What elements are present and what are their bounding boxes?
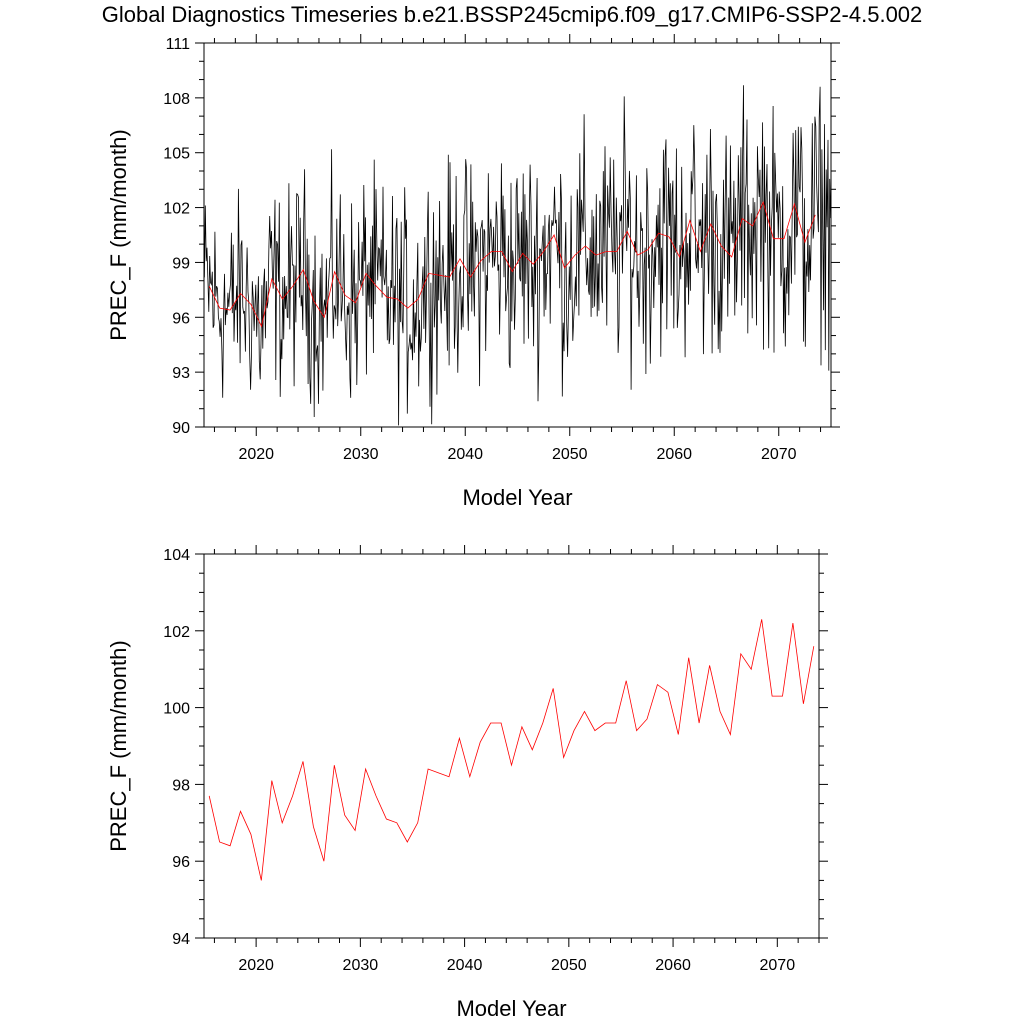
x-tick-label: 2020 xyxy=(238,446,274,463)
y-tick-label: 100 xyxy=(163,701,190,718)
series-line-monthly xyxy=(204,85,831,426)
x-tick-label: 2040 xyxy=(447,446,483,463)
y-tick-label: 108 xyxy=(163,91,190,108)
x-tick-label: 2050 xyxy=(552,446,588,463)
x-axis-label: Model Year xyxy=(456,996,566,1021)
plot-frame-2 xyxy=(203,553,820,939)
y-tick-label: 96 xyxy=(172,310,190,327)
x-axis-label: Model Year xyxy=(462,485,572,510)
x-tick-label: 2030 xyxy=(343,446,379,463)
x-tick-label: 2060 xyxy=(655,957,691,974)
x-tick-label: 2070 xyxy=(760,957,796,974)
y-tick-label: 102 xyxy=(163,624,190,641)
y-tick-label: 96 xyxy=(172,854,190,871)
y-axis-label: PREC_F (mm/month) xyxy=(106,640,131,851)
y-tick-label: 94 xyxy=(172,931,190,948)
x-tick-label: 2070 xyxy=(761,446,797,463)
figure-title: Global Diagnostics Timeseries b.e21.BSSP… xyxy=(101,2,923,27)
series-line-annual xyxy=(208,619,815,881)
plot-frame-1 xyxy=(203,42,832,428)
y-axis-label: PREC_F (mm/month) xyxy=(106,129,131,340)
x-tick-label: 2060 xyxy=(656,446,692,463)
y-tick-label: 90 xyxy=(172,420,190,437)
y-tick-label: 98 xyxy=(172,777,190,794)
x-tick-label: 2020 xyxy=(238,957,274,974)
y-tick-label: 93 xyxy=(172,365,190,382)
y-tick-label: 105 xyxy=(163,146,190,163)
y-tick-label: 111 xyxy=(166,36,190,53)
y-tick-label: 102 xyxy=(163,201,190,218)
x-tick-label: 2040 xyxy=(447,957,483,974)
x-tick-label: 2050 xyxy=(551,957,587,974)
series-line-annual xyxy=(208,200,816,328)
x-tick-label: 2030 xyxy=(343,957,379,974)
y-tick-label: 99 xyxy=(172,255,190,272)
y-tick-label: 104 xyxy=(163,547,190,564)
